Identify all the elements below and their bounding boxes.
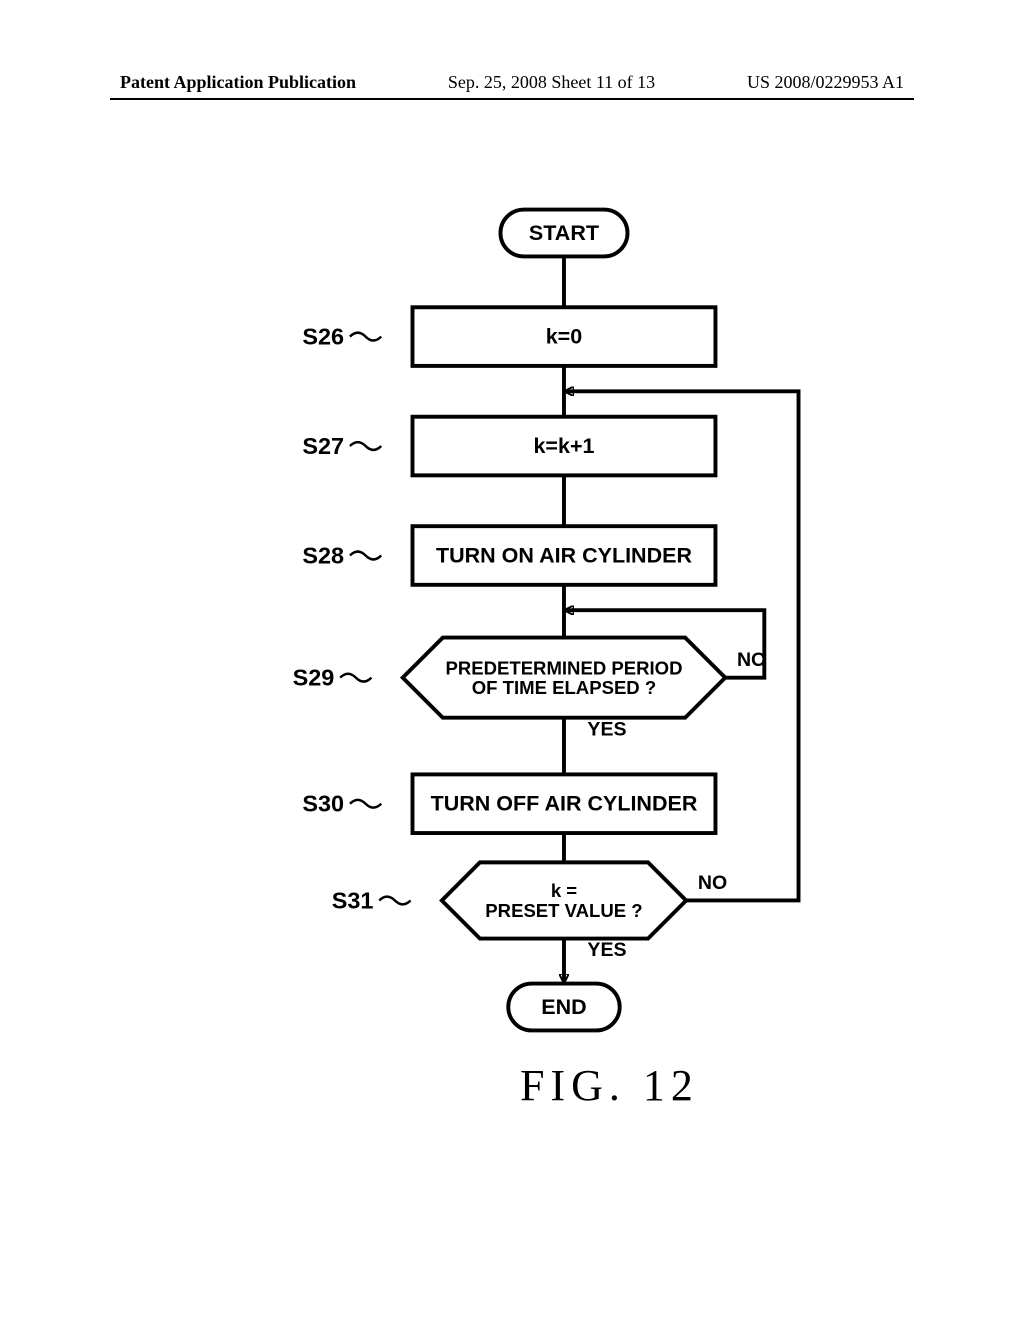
svg-text:NO: NO xyxy=(737,649,766,671)
svg-text:S27: S27 xyxy=(302,433,344,459)
flowchart: START k=0 S26 k=k+1 S27 TURN ON AIR CYLINDER S… xyxy=(200,190,840,1050)
header-right: US 2008/0229953 A1 xyxy=(747,72,904,93)
svg-text:k=0: k=0 xyxy=(546,325,583,349)
svg-text:S29: S29 xyxy=(293,665,335,691)
svg-text:NO: NO xyxy=(698,872,727,894)
svg-text:PRESET VALUE ?: PRESET VALUE ? xyxy=(485,900,642,921)
header-rule xyxy=(110,98,914,100)
header-center: Sep. 25, 2008 Sheet 11 of 13 xyxy=(448,72,655,93)
figure-label: FIG. 12 xyxy=(520,1060,699,1111)
svg-text:START: START xyxy=(529,221,599,245)
svg-text:k =: k = xyxy=(551,880,577,901)
page: Patent Application Publication Sep. 25, … xyxy=(0,0,1024,1320)
svg-text:YES: YES xyxy=(587,939,626,961)
svg-text:PREDETERMINED PERIOD: PREDETERMINED PERIOD xyxy=(445,657,682,678)
svg-text:S31: S31 xyxy=(332,887,374,913)
svg-text:S26: S26 xyxy=(302,324,344,350)
header-left: Patent Application Publication xyxy=(120,72,356,93)
svg-text:YES: YES xyxy=(587,718,626,740)
svg-text:OF TIME ELAPSED ?: OF TIME ELAPSED ? xyxy=(472,677,656,698)
svg-text:k=k+1: k=k+1 xyxy=(533,434,594,458)
svg-text:TURN OFF AIR CYLINDER: TURN OFF AIR CYLINDER xyxy=(431,792,698,816)
svg-text:END: END xyxy=(541,995,586,1019)
svg-text:TURN ON AIR CYLINDER: TURN ON AIR CYLINDER xyxy=(436,544,692,568)
svg-text:S28: S28 xyxy=(302,543,344,569)
svg-text:S30: S30 xyxy=(302,791,344,817)
page-header: Patent Application Publication Sep. 25, … xyxy=(120,72,904,93)
